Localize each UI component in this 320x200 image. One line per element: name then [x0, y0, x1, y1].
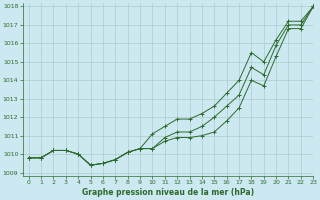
X-axis label: Graphe pression niveau de la mer (hPa): Graphe pression niveau de la mer (hPa) [82, 188, 254, 197]
